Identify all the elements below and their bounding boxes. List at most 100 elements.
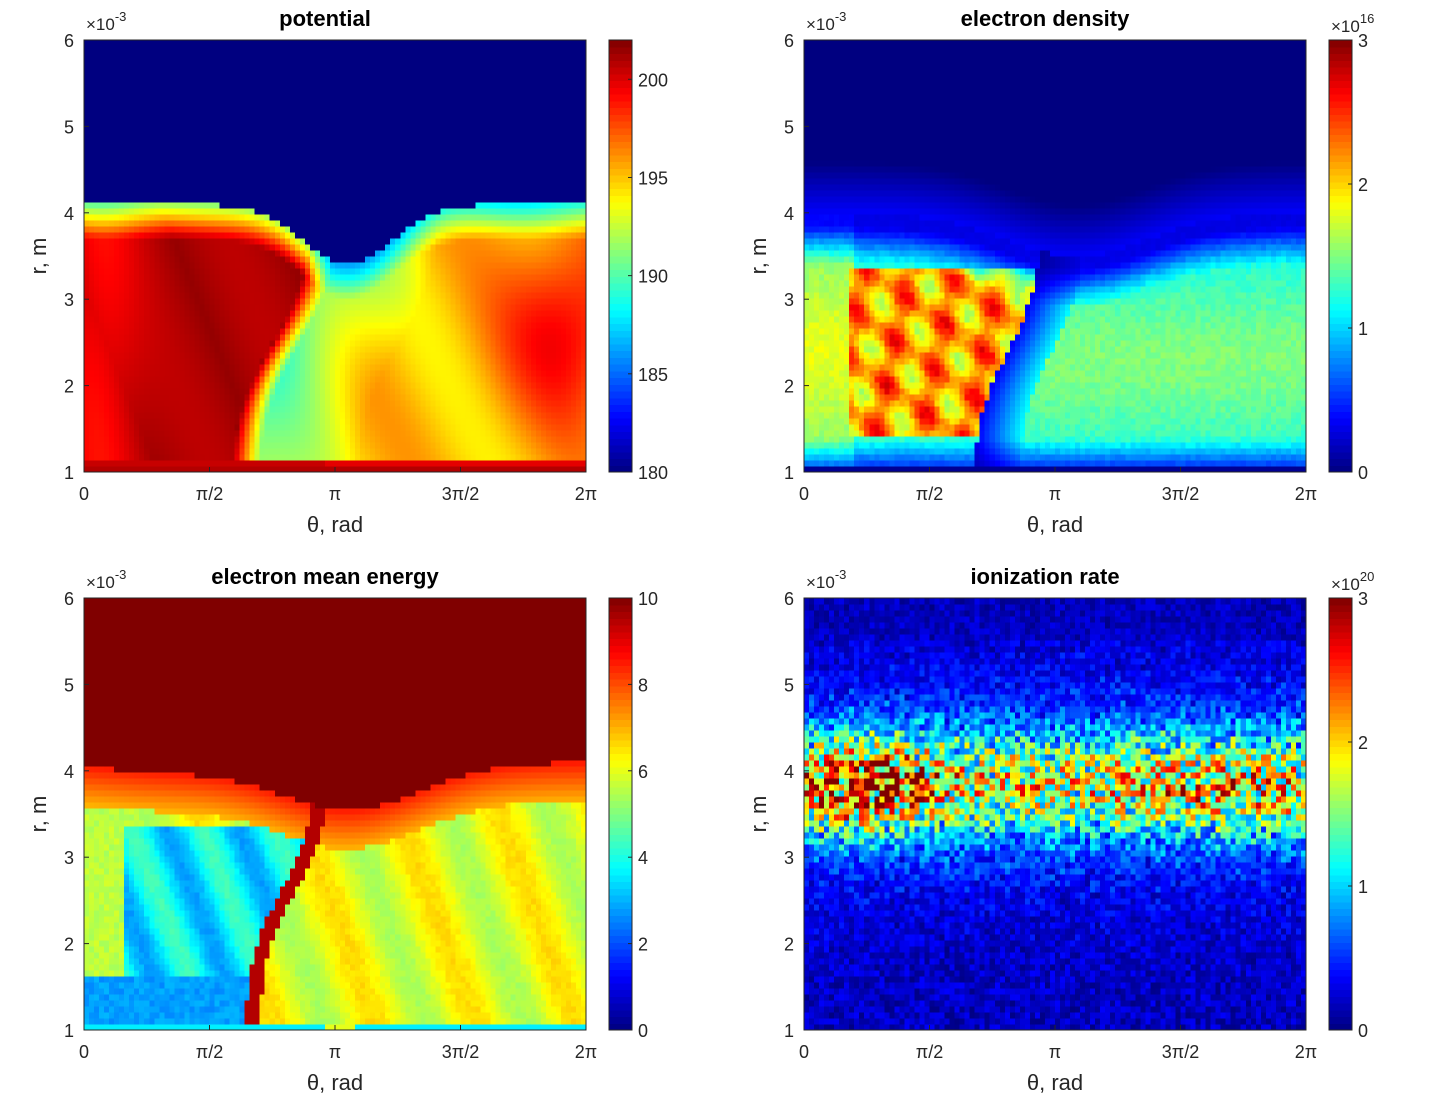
heatmap-cell [360, 442, 366, 449]
heatmap-cell [415, 52, 421, 59]
heatmap-cell [199, 304, 205, 311]
heatmap-cell [129, 202, 135, 209]
heatmap-cell [380, 208, 386, 215]
heatmap-cell [220, 358, 226, 365]
heatmap-cell [225, 358, 231, 365]
heatmap-cell [215, 424, 221, 431]
heatmap-cell [340, 148, 346, 155]
heatmap-cell [194, 196, 200, 203]
heatmap-cell [300, 112, 306, 119]
heatmap-cell [245, 382, 251, 389]
heatmap-cell [169, 64, 175, 71]
heatmap-cell [220, 304, 226, 311]
heatmap-cell [204, 418, 210, 425]
heatmap-cell [345, 286, 351, 293]
heatmap-cell [210, 172, 216, 179]
heatmap-cell [189, 190, 195, 197]
heatmap-cell [260, 448, 266, 455]
heatmap-cell [215, 52, 221, 59]
heatmap-cell [164, 460, 170, 467]
heatmap-cell [179, 142, 185, 149]
heatmap-cell [290, 130, 296, 137]
heatmap-cell [144, 274, 150, 281]
heatmap-cell [415, 292, 421, 299]
heatmap-cell [340, 418, 346, 425]
heatmap-cell [149, 64, 155, 71]
heatmap-cell [184, 286, 190, 293]
heatmap-cell [270, 322, 276, 329]
heatmap-cell [129, 244, 135, 251]
heatmap-cell [390, 346, 396, 353]
heatmap-cell [215, 328, 221, 335]
heatmap-cell [315, 94, 321, 101]
heatmap-cell [265, 454, 271, 461]
heatmap-cell [99, 46, 105, 53]
heatmap-cell [355, 346, 361, 353]
heatmap-cell [169, 424, 175, 431]
heatmap-cell [315, 250, 321, 257]
heatmap-cell [300, 136, 306, 143]
heatmap-cell [400, 460, 406, 467]
heatmap-cell [99, 82, 105, 89]
heatmap-cell [204, 232, 210, 239]
heatmap-cell [240, 136, 246, 143]
heatmap-cell [280, 166, 286, 173]
heatmap-cell [169, 394, 175, 401]
heatmap-cell [345, 280, 351, 287]
heatmap-cell [220, 118, 226, 125]
heatmap-cell [184, 130, 190, 137]
heatmap-cell [245, 430, 251, 437]
heatmap-cell [260, 160, 266, 167]
heatmap-cell [370, 316, 376, 323]
heatmap-cell [159, 268, 165, 275]
heatmap-cell [355, 220, 361, 227]
heatmap-cell [390, 358, 396, 365]
heatmap-cell [119, 154, 125, 161]
heatmap-cell [345, 304, 351, 311]
heatmap-cell [260, 112, 266, 119]
heatmap-cell [390, 334, 396, 341]
heatmap-cell [255, 400, 261, 407]
heatmap-cell [425, 442, 431, 449]
heatmap-cell [159, 202, 165, 209]
heatmap-cell [124, 292, 130, 299]
heatmap-cell [225, 190, 231, 197]
heatmap-cell [230, 172, 236, 179]
heatmap-cell [250, 142, 256, 149]
heatmap-cell [245, 142, 251, 149]
heatmap-cell [365, 298, 371, 305]
heatmap-cell [225, 250, 231, 257]
heatmap-cell [144, 70, 150, 77]
heatmap-cell [355, 328, 361, 335]
heatmap-cell [179, 328, 185, 335]
heatmap-cell [119, 364, 125, 371]
heatmap-cell [350, 70, 356, 77]
heatmap-cell [109, 232, 115, 239]
heatmap-cell [250, 118, 256, 125]
heatmap-cell [84, 400, 90, 407]
heatmap-cell [295, 226, 301, 233]
heatmap-cell [385, 448, 391, 455]
heatmap-cell [375, 460, 381, 467]
heatmap-cell [179, 46, 185, 53]
heatmap-cell [184, 262, 190, 269]
heatmap-cell [179, 448, 185, 455]
heatmap-cell [355, 184, 361, 191]
heatmap-cell [99, 280, 105, 287]
heatmap-cell [230, 100, 236, 107]
heatmap-cell [149, 382, 155, 389]
heatmap-cell [189, 82, 195, 89]
heatmap-cell [144, 46, 150, 53]
heatmap-cell [215, 352, 221, 359]
heatmap-cell [380, 352, 386, 359]
heatmap-cell [134, 208, 140, 215]
heatmap-cell [345, 94, 351, 101]
heatmap-cell [305, 460, 311, 467]
heatmap-cell [255, 256, 261, 263]
heatmap-cell [275, 112, 281, 119]
heatmap-cell [245, 136, 251, 143]
heatmap-cell [159, 334, 165, 341]
heatmap-cell [84, 346, 90, 353]
heatmap-cell [360, 52, 366, 59]
heatmap-cell [410, 52, 416, 59]
